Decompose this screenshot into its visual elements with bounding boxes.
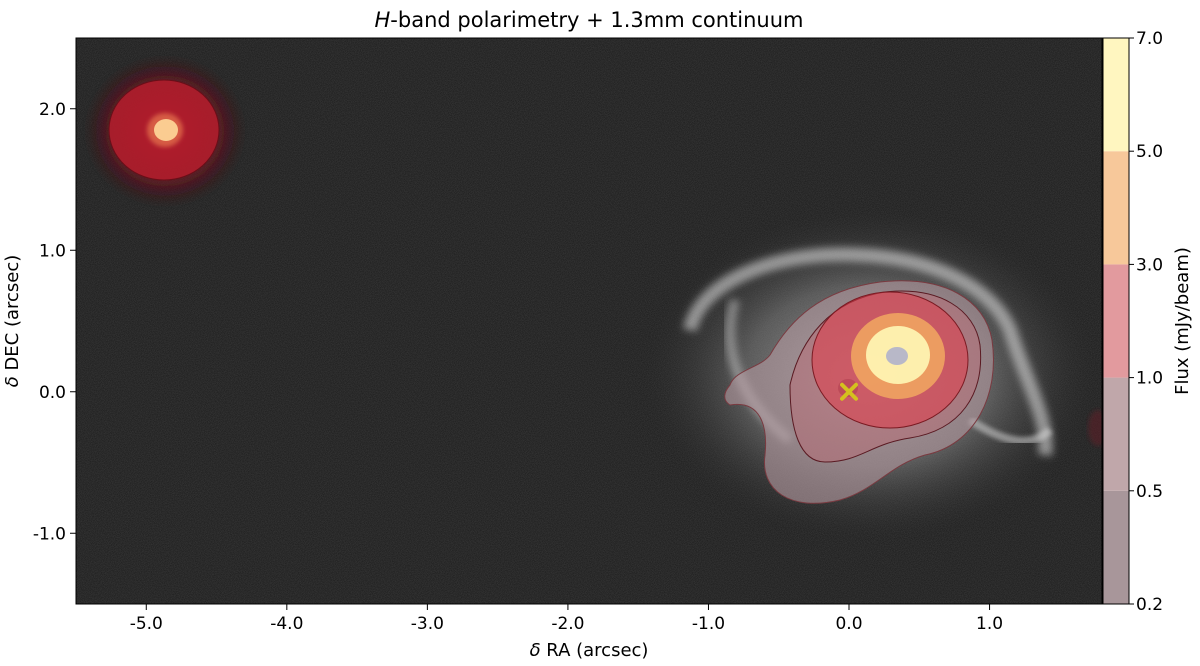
y-tick-label: -1.0 — [33, 524, 66, 544]
colorbar-band — [1103, 38, 1129, 152]
y-axis-ticks: 2.0 1.0 0.0 -1.0 — [33, 100, 76, 544]
colorbar-tick-label: 1.0 — [1136, 369, 1163, 389]
x-tick-label: -4.0 — [270, 614, 303, 634]
marker-stroke — [840, 382, 859, 401]
x-tick-label: -3.0 — [411, 614, 444, 634]
colorbar-tick-label: 0.5 — [1136, 482, 1163, 502]
y-tick-label: 1.0 — [39, 241, 66, 261]
x-tick-label: -5.0 — [130, 614, 163, 634]
x-axis-label: δ RA (arcsec) — [530, 640, 649, 661]
x-tick-label: -1.0 — [692, 614, 725, 634]
colorbar: 0.2 0.5 1.0 3.0 5.0 7.0 — [1102, 29, 1163, 615]
continuum-contours-primary — [724, 280, 994, 504]
continuum-contours-companion — [85, 56, 245, 206]
plot-image — [76, 38, 1102, 604]
x-tick-label: 1.0 — [976, 614, 1003, 634]
colorbar-band — [1103, 151, 1129, 265]
plot-frame — [75, 37, 1103, 605]
chart-title: H-band polarimetry + 1.3mm continuum — [375, 8, 804, 32]
x-tick-label: 0.0 — [835, 614, 862, 634]
x-axis-ticks: -5.0 -4.0 -3.0 -2.0 -1.0 0.0 1.0 — [130, 604, 1003, 634]
colorbar-band — [1103, 377, 1129, 491]
colorbar-frame — [1102, 37, 1130, 605]
x-tick-label: -2.0 — [551, 614, 584, 634]
star-position-marker — [840, 382, 859, 401]
colorbar-band — [1103, 490, 1129, 604]
colorbar-tick-label: 3.0 — [1136, 255, 1163, 275]
colorbar-label: Flux (mJy/beam) — [1172, 247, 1193, 395]
colorbar-band — [1103, 264, 1129, 378]
y-tick-label: 2.0 — [39, 100, 66, 120]
colorbar-tick-label: 0.2 — [1136, 595, 1163, 615]
y-tick-label: 0.0 — [39, 383, 66, 403]
colorbar-tick-label: 7.0 — [1136, 29, 1163, 49]
colorbar-tick-label: 5.0 — [1136, 142, 1163, 162]
y-axis-label: δ DEC (arcsec) — [2, 255, 23, 388]
